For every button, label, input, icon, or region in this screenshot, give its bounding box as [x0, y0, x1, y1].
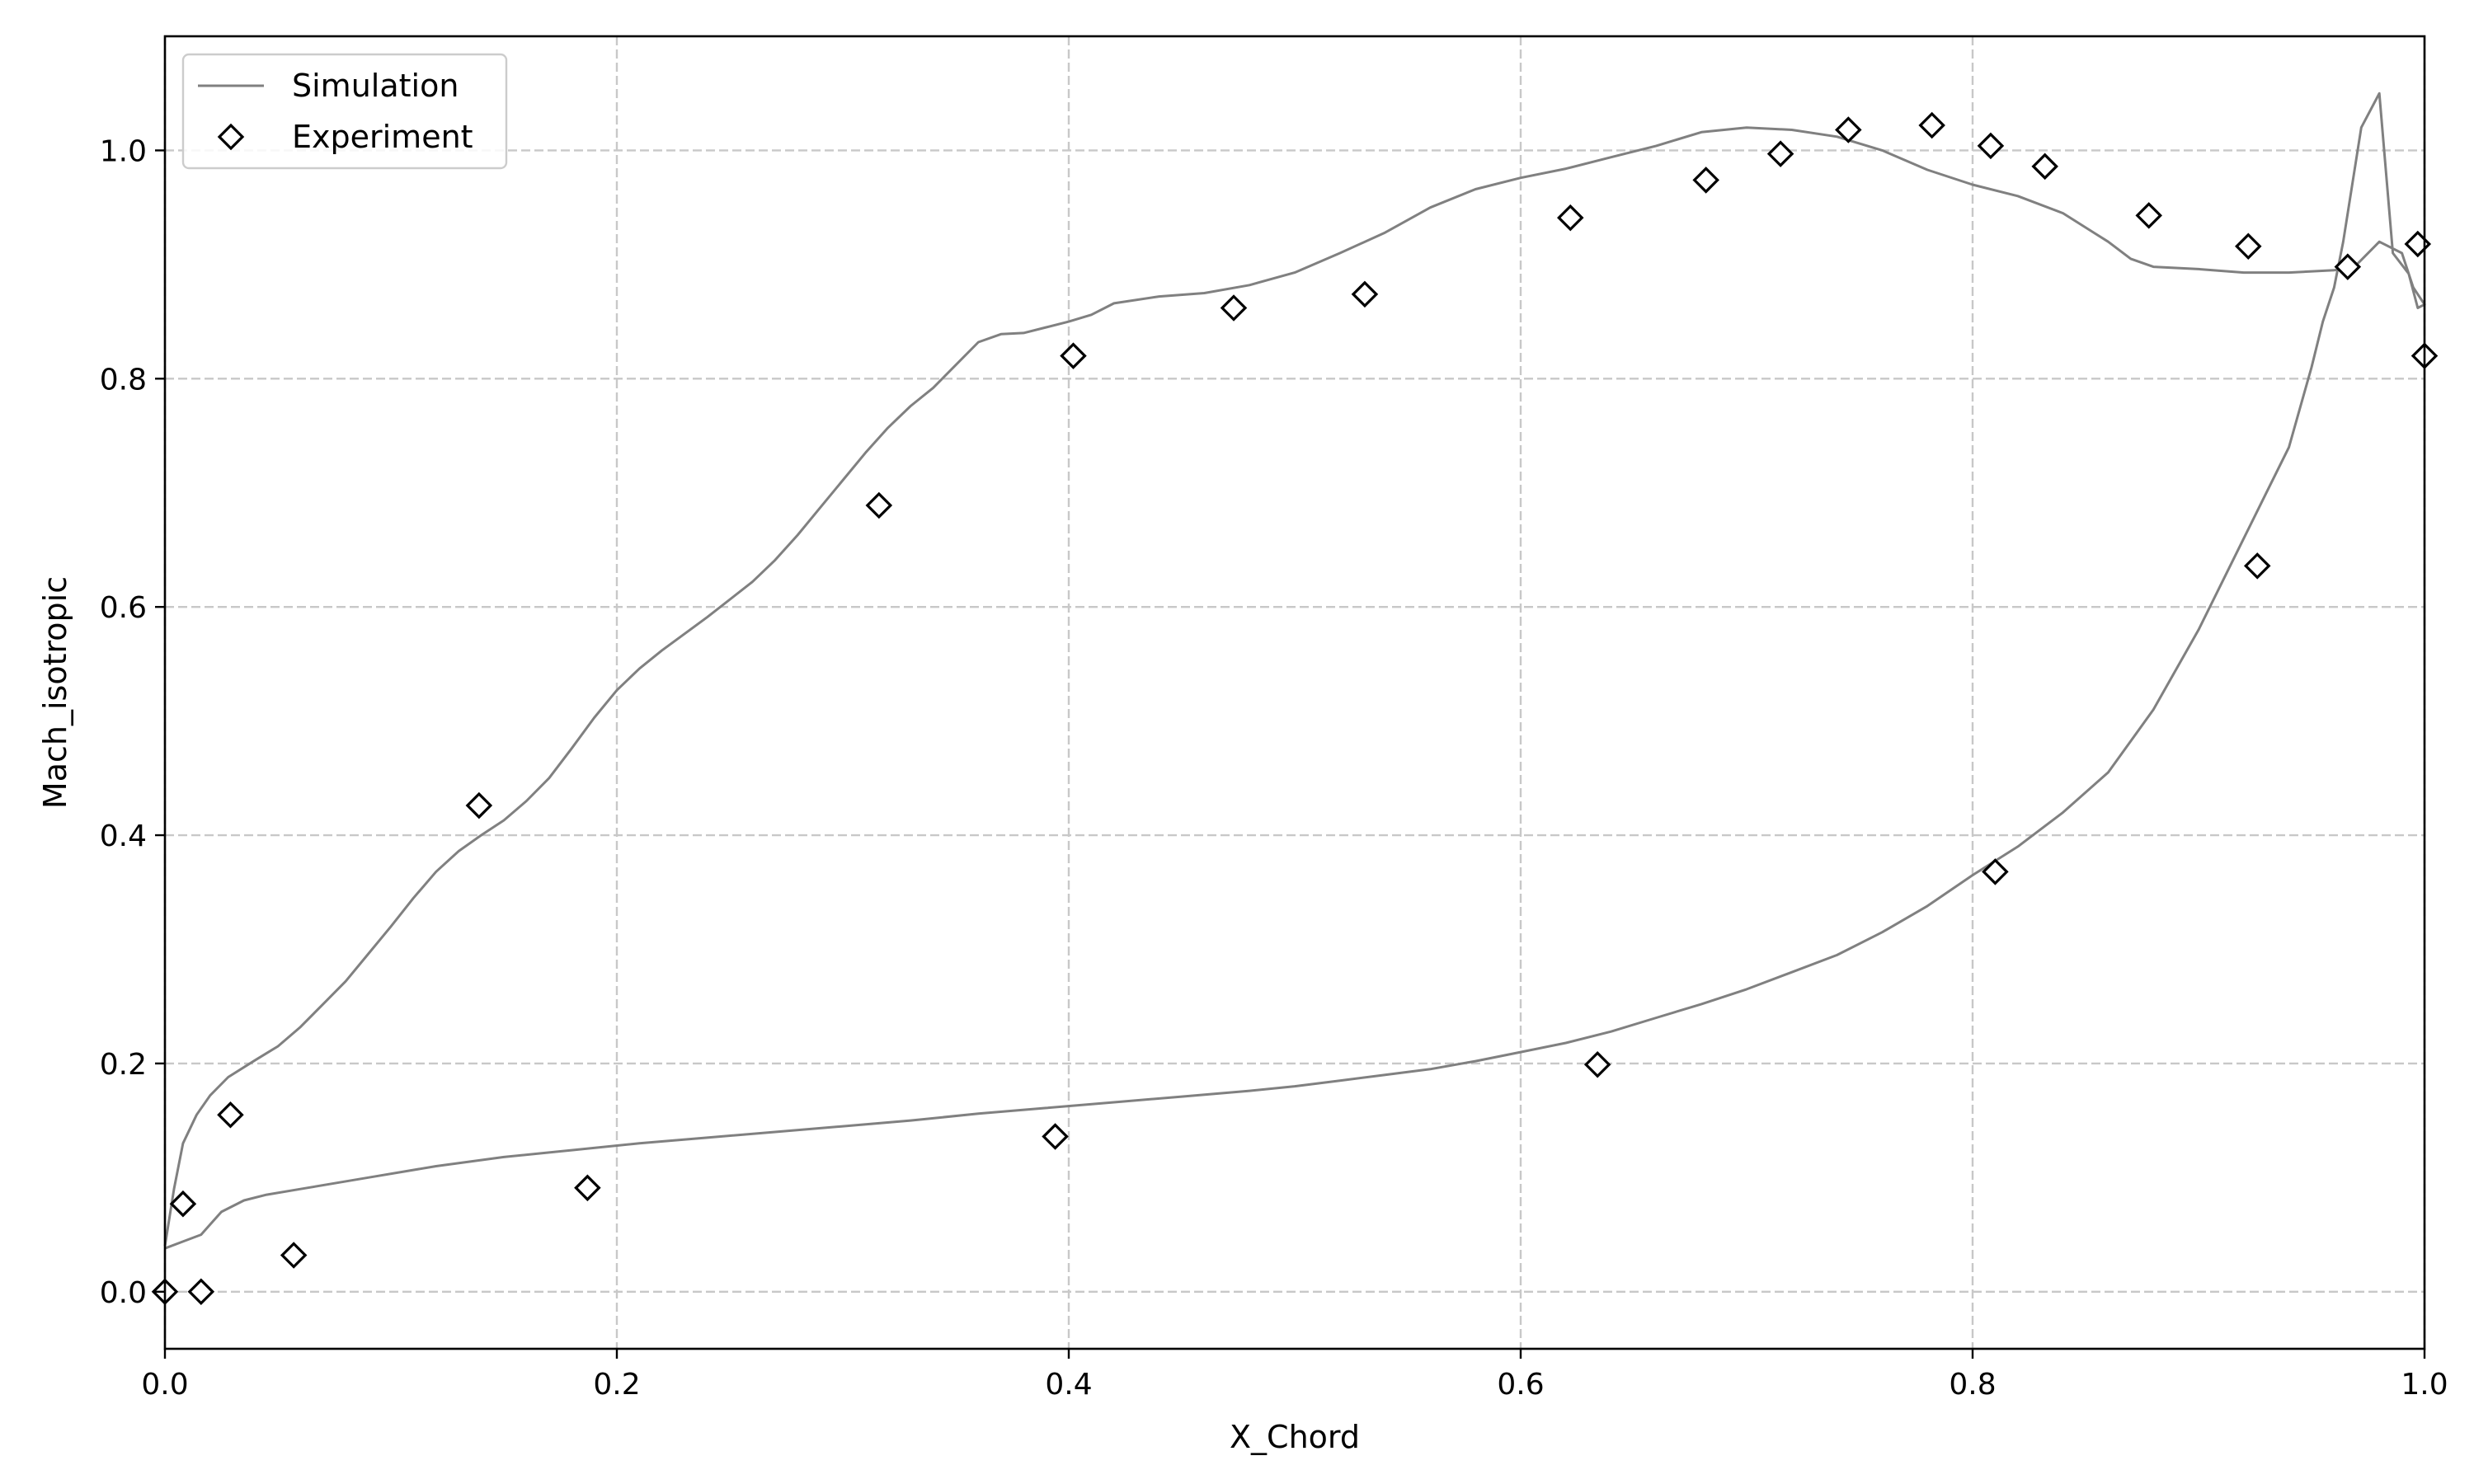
- ticks-layer: 0.0 0.2 0.4 0.6 0.8 1.0 0.0 0.2 0.4 0.6 0.8 1.0: [100, 134, 2448, 1402]
- legend: Simulation Experiment: [181, 53, 508, 170]
- grid-layer: [163, 36, 2426, 1349]
- experiment-point: [465, 791, 493, 819]
- y-tick-label: 0.2: [100, 1048, 147, 1082]
- experiment-point: [1918, 111, 1945, 139]
- x-tick-label: 0.8: [1949, 1368, 1996, 1402]
- legend-simulation-label: Simulation: [292, 68, 459, 104]
- plot-frame: [163, 35, 2426, 1350]
- series-layer: [151, 92, 2439, 1306]
- experiment-point: [1835, 116, 1862, 143]
- x-tick-label: 0.0: [141, 1368, 188, 1402]
- y-tick-label: 0.6: [100, 591, 147, 625]
- experiment-point: [2235, 232, 2262, 260]
- experiment-point: [2031, 153, 2058, 181]
- y-tick-label: 0.0: [100, 1276, 147, 1310]
- experiment-point: [217, 1101, 244, 1129]
- experiment-point: [1583, 1051, 1611, 1078]
- experiment-point: [1692, 167, 1719, 194]
- legend-experiment-label: Experiment: [292, 119, 473, 155]
- experiment-point: [1060, 342, 1087, 369]
- experiment-point: [1220, 294, 1248, 322]
- simulation-line: [163, 92, 2426, 1250]
- experiment-point: [1042, 1123, 1069, 1150]
- x-tick-label: 1.0: [2401, 1368, 2448, 1402]
- experiment-point: [2334, 253, 2362, 280]
- x-axis-label: X_Chord: [1230, 1419, 1360, 1455]
- experiment-point: [1351, 280, 1379, 308]
- legend-box: [181, 53, 508, 170]
- x-tick-label: 0.2: [593, 1368, 640, 1402]
- experiment-point: [2135, 202, 2162, 229]
- x-tick-label: 0.6: [1497, 1368, 1544, 1402]
- experiment-point: [574, 1174, 601, 1202]
- experiment-point: [2243, 552, 2271, 580]
- experiment-point: [280, 1242, 308, 1269]
- experiment-point: [169, 1190, 197, 1218]
- y-axis-label: Mach_isotropic: [37, 576, 73, 809]
- experiment-point: [1977, 132, 2005, 160]
- experiment-point: [1766, 140, 1794, 167]
- y-tick-label: 0.4: [100, 819, 147, 853]
- x-tick-label: 0.4: [1045, 1368, 1092, 1402]
- experiment-point: [1982, 858, 2009, 885]
- y-tick-label: 1.0: [100, 134, 147, 168]
- experiment-point: [1557, 204, 1584, 232]
- legend-experiment-swatch: [217, 123, 245, 151]
- experiment-point: [187, 1278, 215, 1306]
- y-tick-label: 0.8: [100, 363, 147, 397]
- experiment-point: [865, 491, 893, 519]
